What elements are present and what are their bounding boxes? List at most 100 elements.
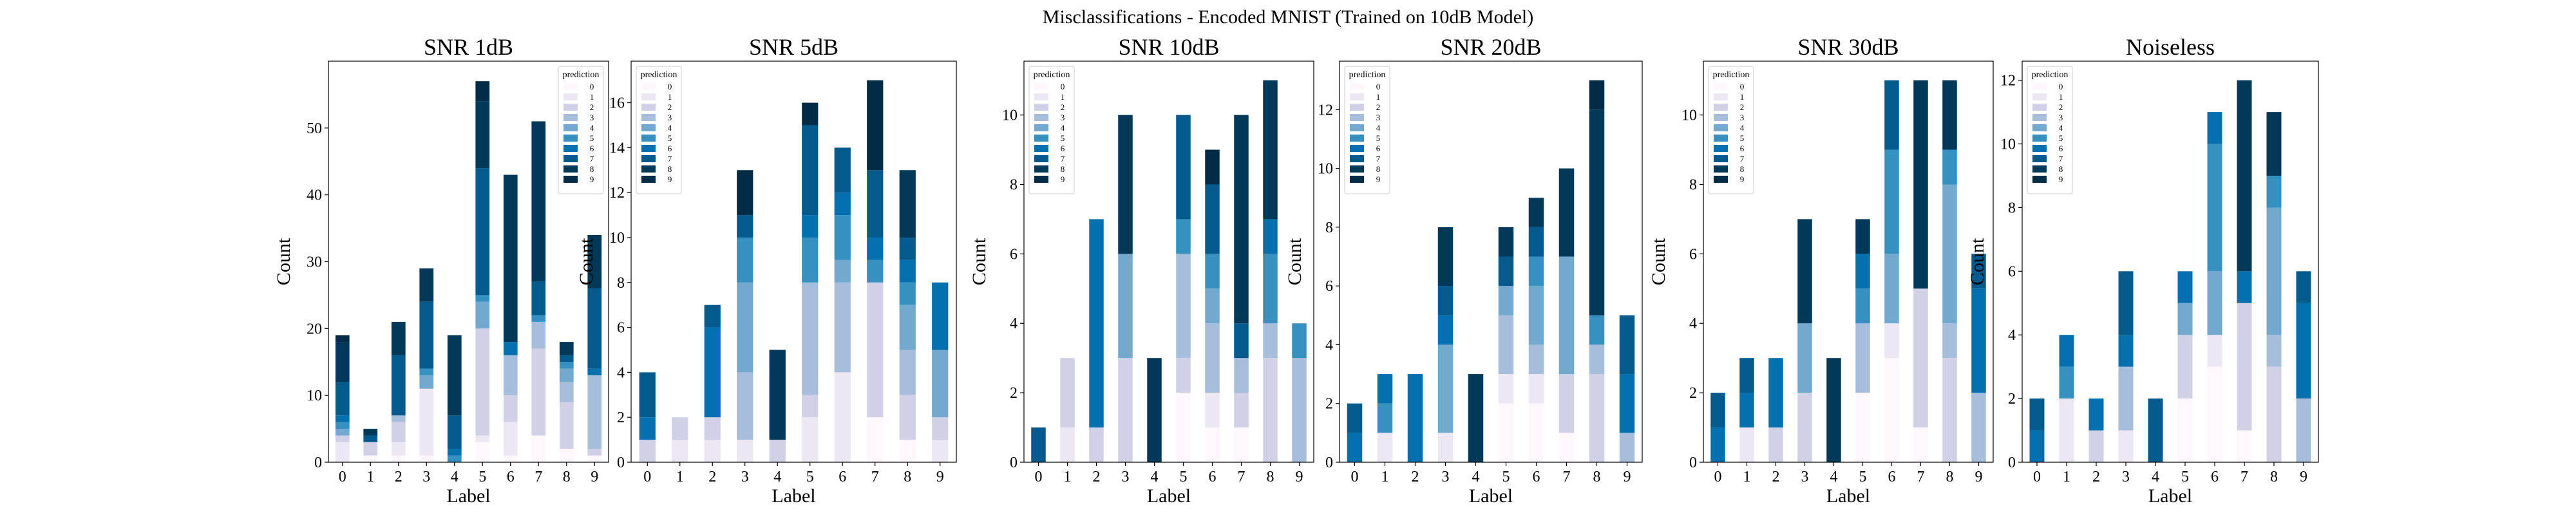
- legend-entry: 4: [1740, 123, 1745, 133]
- bar-segment: [587, 234, 602, 289]
- bar-segment: [1263, 80, 1278, 220]
- bar-segment: [737, 237, 753, 283]
- bar-segment: [1528, 286, 1544, 345]
- bar-segment: [802, 215, 819, 238]
- bar-segment: [1263, 323, 1278, 359]
- bar-segment: [1205, 184, 1220, 254]
- bar-segment: [899, 440, 916, 462]
- bar-segment: [1498, 403, 1514, 462]
- bar-segment: [447, 449, 462, 456]
- legend-entry: 6: [2059, 144, 2063, 153]
- legend-swatch: [1034, 176, 1048, 183]
- bar-segment: [2237, 430, 2252, 462]
- bar-segment: [531, 321, 546, 349]
- y-tick-label: 10: [307, 388, 322, 404]
- legend-entry: 4: [1061, 123, 1065, 133]
- y-tick-label: 8: [1010, 176, 1018, 193]
- bar-segment: [363, 455, 378, 462]
- bar-segment: [419, 388, 434, 456]
- bar-segment: [932, 350, 949, 418]
- y-tick-label: 50: [307, 120, 322, 137]
- bar-segment: [672, 417, 688, 440]
- y-tick-label: 2: [617, 409, 625, 426]
- bar-segment: [2118, 430, 2134, 462]
- legend-entry: 5: [1376, 133, 1381, 143]
- bar-segment: [1118, 254, 1133, 359]
- bar-segment: [1263, 358, 1278, 462]
- y-tick-label: 10: [1318, 161, 1333, 178]
- legend-swatch: [1714, 135, 1728, 142]
- x-tick-label: 5: [1859, 469, 1867, 485]
- bar-segment: [2148, 398, 2163, 462]
- x-tick-label: 2: [395, 469, 402, 485]
- legend-swatch: [1350, 135, 1364, 142]
- bar-segment: [1855, 323, 1870, 393]
- bar-segment: [1292, 358, 1307, 462]
- bar-segment: [1263, 219, 1278, 254]
- y-axis-label: Count: [1967, 238, 1988, 285]
- bar-segment: [1942, 149, 1957, 185]
- chart-title: SNR 30dB: [1797, 34, 1899, 60]
- bar-segment: [1710, 427, 1725, 462]
- y-tick-label: 0: [314, 454, 322, 471]
- bar-segment: [899, 259, 916, 283]
- bar-segment: [834, 192, 851, 216]
- legend-swatch: [2032, 135, 2047, 142]
- bar-segment: [1060, 427, 1075, 462]
- legend-entry: 3: [1061, 113, 1065, 122]
- bar-segment: [335, 422, 350, 429]
- bar-segment: [1528, 374, 1544, 404]
- y-tick-label: 4: [1325, 337, 1333, 353]
- bar-segment: [1205, 288, 1220, 324]
- legend-title: prediction: [563, 70, 600, 80]
- bar-segment: [1437, 286, 1454, 315]
- legend-swatch: [641, 176, 656, 183]
- bar-segment: [2207, 144, 2222, 272]
- legend-entry: 9: [1740, 174, 1745, 184]
- x-tick-label: 6: [1533, 469, 1540, 485]
- x-tick-label: 4: [451, 469, 459, 485]
- legend-entry: 3: [668, 113, 672, 122]
- bar-segment: [2266, 112, 2282, 176]
- y-tick-label: 0: [2008, 454, 2016, 471]
- bar-segment: [639, 417, 656, 440]
- y-tick-label: 4: [2008, 327, 2016, 344]
- legend-title: prediction: [641, 70, 677, 80]
- bar-segment: [475, 81, 490, 102]
- bar-segment: [335, 382, 350, 416]
- bar-segment: [834, 372, 851, 462]
- bar-segment: [1234, 427, 1249, 462]
- bar-segment: [1884, 323, 1899, 359]
- x-tick-label: 7: [1563, 469, 1571, 485]
- legend-swatch: [641, 124, 656, 131]
- bar-segment: [531, 315, 546, 322]
- bar-segment: [1942, 358, 1957, 462]
- bar-segment: [834, 282, 851, 373]
- legend-swatch: [1714, 176, 1728, 183]
- bar-segment: [1528, 403, 1544, 462]
- y-axis-label: Count: [1284, 238, 1305, 285]
- bar-segment: [867, 282, 884, 418]
- legend-swatch: [564, 155, 578, 162]
- x-tick-label: 0: [339, 469, 346, 485]
- bar-segment: [475, 101, 490, 169]
- bar-segment: [899, 304, 916, 350]
- x-tick-label: 3: [741, 469, 749, 485]
- bar-segment: [1118, 115, 1133, 254]
- bar-segment: [932, 417, 949, 440]
- legend-swatch: [2032, 165, 2047, 173]
- y-tick-label: 0: [1325, 454, 1333, 471]
- bar-segment: [1528, 344, 1544, 375]
- bar-segment: [447, 415, 462, 449]
- x-tick-label: 2: [1772, 469, 1780, 485]
- legend-swatch: [1034, 124, 1048, 131]
- chart-title: Noiseless: [2126, 34, 2215, 60]
- legend-swatch: [2032, 124, 2047, 131]
- bar-segment: [1971, 393, 1986, 462]
- x-tick-label: 4: [1151, 469, 1159, 485]
- bar-segment: [802, 395, 819, 418]
